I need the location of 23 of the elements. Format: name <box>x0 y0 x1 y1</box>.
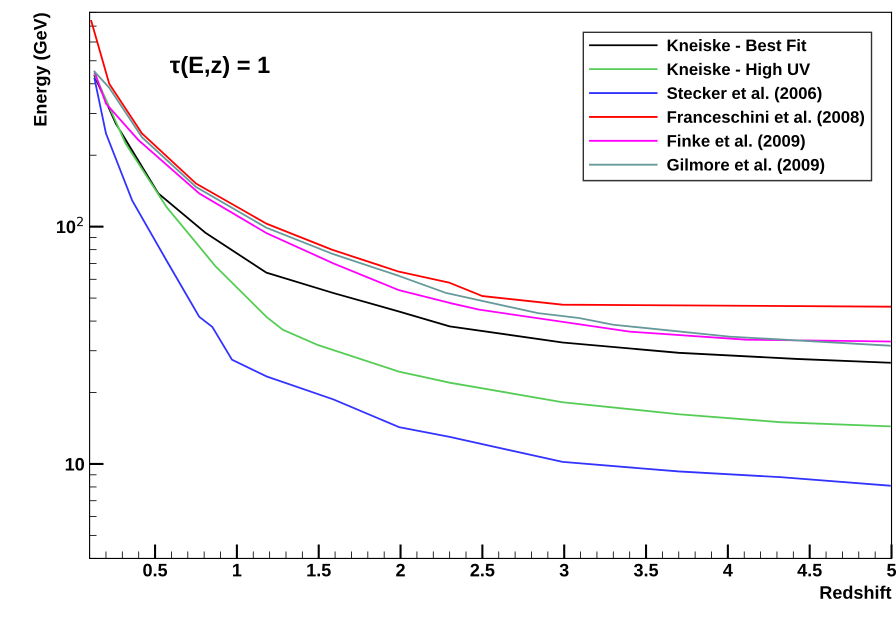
x-tick-label: 1 <box>233 564 242 576</box>
x-tick-label: 4.5 <box>797 564 822 577</box>
line-series <box>90 20 892 308</box>
x-tick-label: 4 <box>723 564 733 576</box>
x-tick-label: 1.5 <box>307 564 331 577</box>
legend-label: Kneiske - High UV <box>668 62 810 78</box>
y-tick-label: 10 <box>66 458 84 471</box>
legend-label: Stecker et al. (2006) <box>667 86 822 102</box>
line-series <box>94 78 891 487</box>
x-tick-label: 5 <box>887 564 896 577</box>
y-tick-label: 10$^{2}$ <box>56 216 83 234</box>
x-axis-title: Redshift <box>820 586 892 599</box>
legend-label: Franceschini et al. (2008) <box>668 110 864 126</box>
x-tick-label: 0.5 <box>143 564 168 577</box>
y-axis-title: Energy (GeV) <box>33 13 50 126</box>
legend-label: Gilmore et al. (2009) <box>667 158 824 174</box>
legend-label: Finke et al. (2009) <box>668 134 805 150</box>
annotation: τ(E,z) = 1 <box>170 56 270 78</box>
x-tick-label: 2 <box>396 564 405 576</box>
x-tick-label: 3 <box>560 564 569 577</box>
x-tick-label: 2.5 <box>470 564 494 577</box>
legend-label: Kneiske - Best Fit <box>668 39 806 52</box>
x-tick-label: 3.5 <box>634 564 658 577</box>
